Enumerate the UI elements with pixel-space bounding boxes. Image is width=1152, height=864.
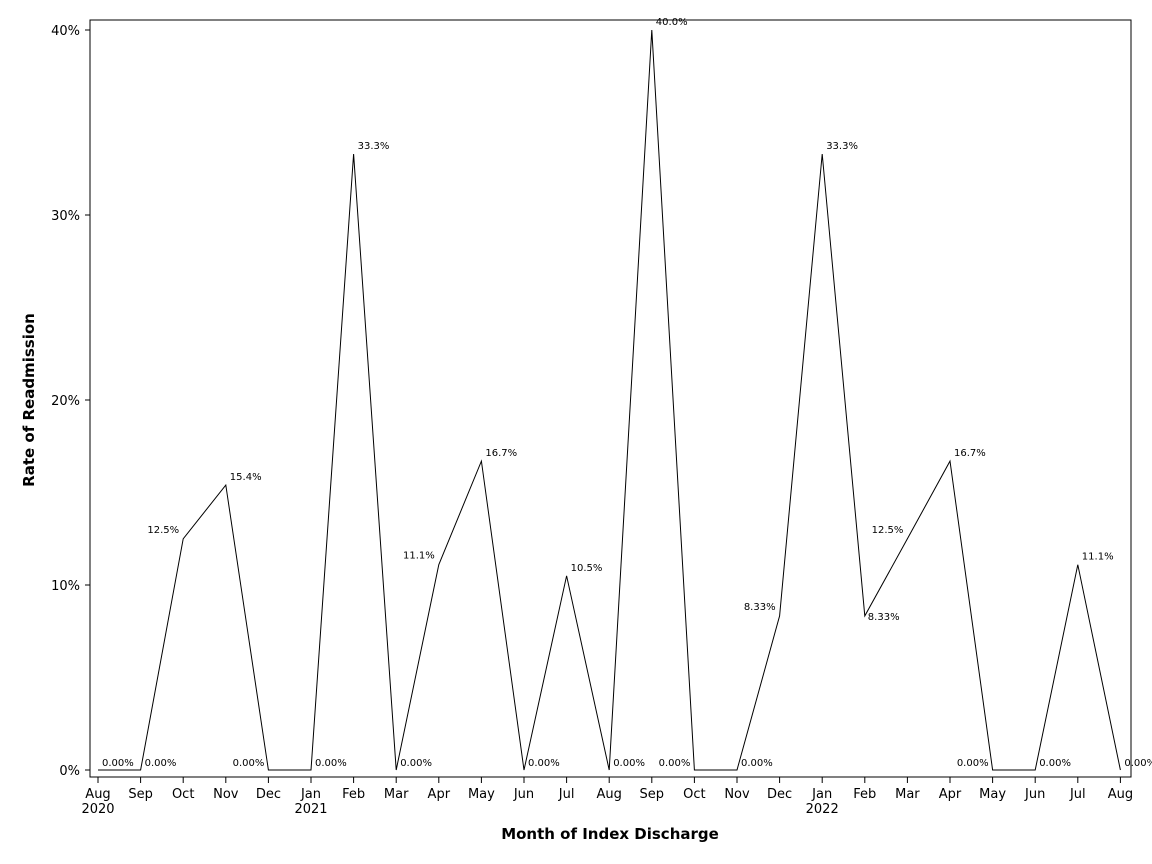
x-tick-label: Mar [895,787,920,802]
data-label: 11.1% [1082,552,1114,563]
x-tick-label: Jan [300,787,321,802]
x-tick-label: Nov [213,787,239,802]
x-year-label: 2020 [81,802,114,817]
data-label: 0.00% [659,758,691,769]
y-tick-label: 20% [51,394,80,409]
y-tick-label: 40% [51,24,80,39]
data-label: 0.00% [741,758,773,769]
x-tick-label: Sep [640,787,665,802]
data-label: 0.00% [1124,758,1152,769]
x-tick-label: Aug [85,787,110,802]
x-year-label: 2021 [294,802,327,817]
x-axis: Aug Sep Oct Nov Dec Jan Feb Mar Apr May Jun Jul Aug S… [81,777,1133,817]
x-tick-label: Jan [811,787,832,802]
data-label: 0.00% [1039,758,1071,769]
x-tick-label: Apr [428,787,451,802]
x-tick-label: May [979,787,1006,802]
x-year-label: 2022 [806,802,839,817]
x-axis-title: Month of Index Discharge [501,825,719,843]
data-label: 0.00% [528,758,560,769]
data-label: 33.3% [358,141,390,152]
x-tick-label: Jun [513,787,534,802]
data-label: 16.7% [954,448,986,459]
x-tick-label: Dec [256,787,281,802]
x-tick-label: Feb [342,787,365,802]
x-tick-label: Jul [1069,787,1086,802]
x-tick-label: Jun [1024,787,1045,802]
x-tick-label: Aug [1108,787,1133,802]
data-label: 0.00% [957,758,989,769]
x-tick-label: Oct [683,787,705,802]
data-label: 0.00% [102,758,134,769]
data-label: 8.33% [868,612,900,623]
data-label: 0.00% [400,758,432,769]
y-tick-label: 10% [51,579,80,594]
x-tick-label: Sep [128,787,153,802]
plot-frame [89,19,1132,778]
data-label: 0.00% [145,758,177,769]
data-label: 15.4% [230,472,262,483]
data-label: 33.3% [826,141,858,152]
readmission-rate-line [98,29,1121,771]
x-tick-label: Apr [939,787,962,802]
data-label: 11.1% [403,551,435,562]
data-label: 8.33% [744,602,776,613]
y-axis-title: Rate of Readmission [20,313,38,487]
x-tick-label: Mar [384,787,409,802]
x-tick-label: Oct [172,787,194,802]
x-tick-label: May [468,787,495,802]
data-label: 0.00% [233,758,265,769]
data-label: 16.7% [485,448,517,459]
data-label: 0.00% [613,758,645,769]
data-label: 12.5% [147,525,179,536]
x-tick-label: Feb [853,787,876,802]
y-tick-label: 0% [59,764,80,779]
x-tick-label: Aug [597,787,622,802]
data-label: 40.0% [656,17,688,28]
y-axis: 0% 10% 20% 30% 40% [51,24,90,779]
data-label: 0.00% [315,758,347,769]
x-tick-label: Jul [558,787,575,802]
data-label: 10.5% [571,563,603,574]
x-tick-label: Dec [767,787,792,802]
x-tick-label: Nov [724,787,750,802]
data-label: 12.5% [872,525,904,536]
y-tick-label: 30% [51,209,80,224]
data-labels: 0.00% 0.00% 12.5% 15.4% 0.00% 0.00% 33.3% 0.00%… [102,17,1152,769]
